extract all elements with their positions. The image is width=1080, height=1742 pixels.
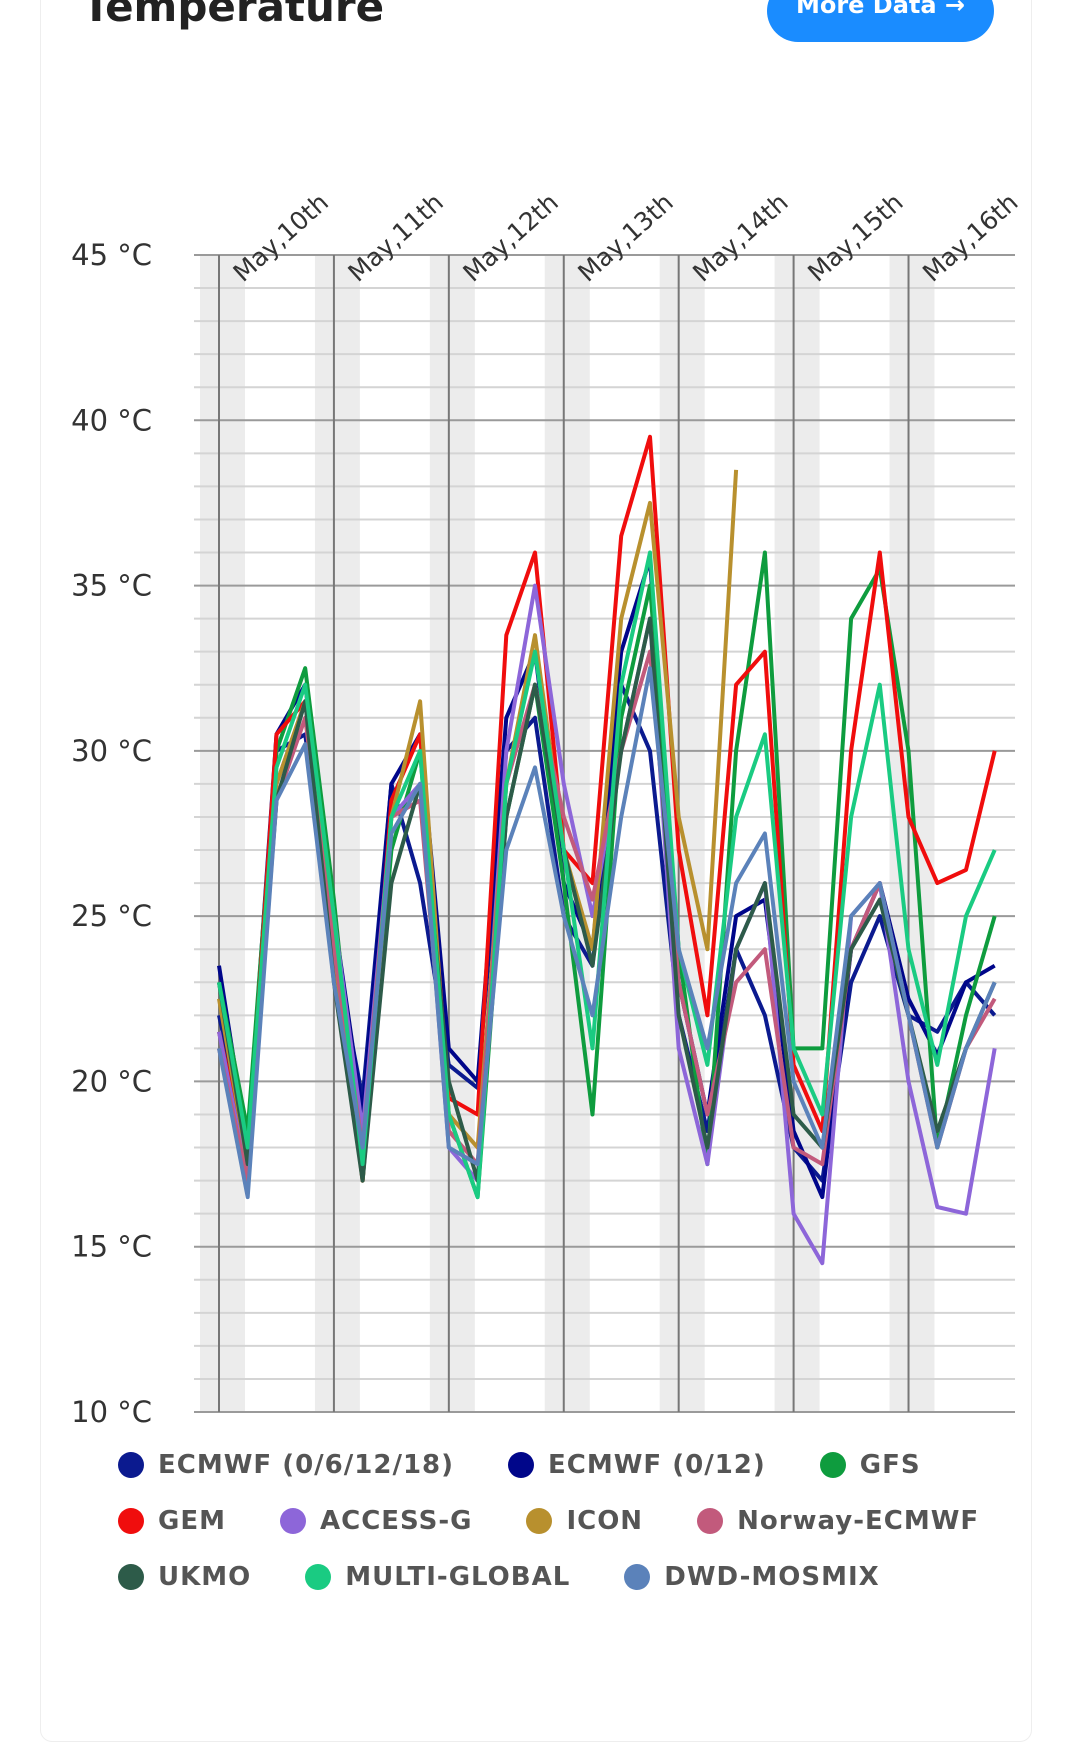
legend-label: ACCESS-G [319,1506,473,1536]
legend-marker [305,1564,332,1590]
more-data-button[interactable]: More Data → [767,0,994,42]
legend: ECMWF (0/6/12/18) ECMWF (0/12) GFS GEM ACCES… [118,1450,1018,1592]
night-band [200,255,245,1412]
legend-label: GFS [859,1450,921,1480]
legend-label: GEM [158,1506,226,1536]
night-band [429,255,475,1412]
legend-item[interactable]: ECMWF (0/6/12/18) [118,1450,454,1480]
y-tick-label: 10 °C [71,1395,152,1429]
legend-item[interactable]: DWD-MOSMIX [624,1562,879,1592]
y-tick-label: 40 °C [71,403,152,437]
legend-marker [526,1508,553,1534]
legend-item[interactable]: ECMWF (0/12) [508,1450,766,1480]
legend-marker [697,1508,724,1534]
legend-item[interactable]: GFS [819,1450,921,1480]
legend-marker [118,1452,144,1478]
series-line [217,666,997,1200]
legend-label: ECMWF (0/12) [548,1450,766,1480]
legend-marker [624,1564,651,1590]
chart: 10 °C 15 °C 20 °C 25 °C 30 °C 35 °C 40 °C 45 °C… [71,188,1023,1429]
y-tick-label: 45 °C [71,238,152,272]
legend-label: ECMWF (0/6/12/18) [158,1450,455,1480]
legend-item[interactable]: ICON [526,1506,643,1536]
legend-marker [279,1508,306,1534]
legend-label: MULTI-GLOBAL [345,1562,571,1592]
x-tick-label: May,16th [917,188,1023,288]
legend-marker [508,1452,535,1478]
title: Temperature [82,0,385,31]
legend-item[interactable]: ACCESS-G [279,1506,473,1536]
series-line [217,550,997,1200]
y-tick-label: 15 °C [71,1230,152,1264]
legend-item[interactable]: UKMO [118,1562,251,1592]
legend-label: DWD-MOSMIX [664,1562,880,1592]
legend-label: ICON [566,1506,644,1536]
legend-item[interactable]: MULTI-GLOBAL [305,1562,570,1592]
legend-label: Norway-ECMWF [737,1506,980,1536]
legend-marker [118,1564,144,1590]
y-tick-label: 30 °C [71,734,152,768]
legend-item[interactable]: Norway-ECMWF [697,1506,979,1536]
legend-label: UKMO [158,1562,252,1592]
y-tick-label: 25 °C [71,899,152,933]
y-tick-label: 20 °C [71,1064,152,1098]
y-tick-label: 35 °C [71,569,152,603]
legend-item[interactable]: GEM [118,1506,226,1536]
legend-marker [819,1452,846,1478]
legend-marker [118,1508,144,1534]
